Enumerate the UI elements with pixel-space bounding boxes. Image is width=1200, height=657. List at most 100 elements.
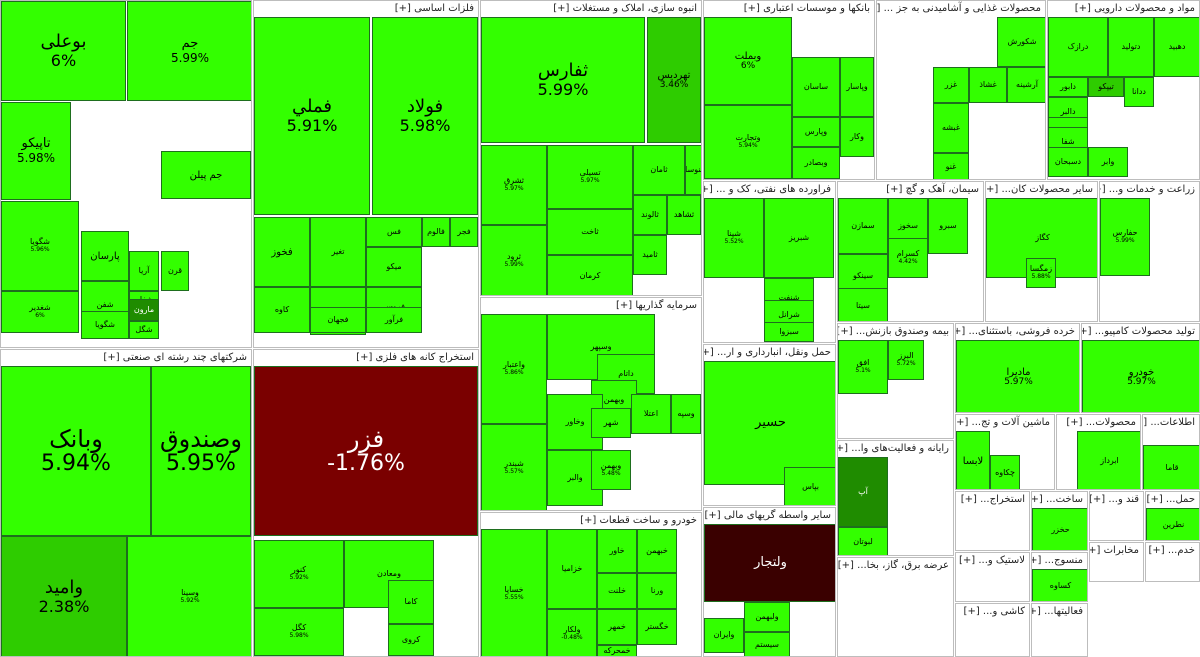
stock-tile[interactable]: ولکار -0.48% (547, 609, 597, 656)
stock-tile[interactable]: وتجارت 5.94% (704, 105, 792, 179)
stock-tile[interactable]: شگویا 5.96% (1, 201, 79, 291)
stock-tile[interactable]: ثشرق 5.97% (481, 145, 547, 225)
stock-tile[interactable]: غزر (933, 67, 969, 103)
stock-tile[interactable]: خاور (597, 529, 637, 573)
expand-button[interactable]: [+] (1066, 417, 1086, 428)
sector-header[interactable]: مخابرات [+] (1090, 543, 1143, 559)
sector-header[interactable]: قند و... [+] (1090, 492, 1143, 508)
stock-tile[interactable]: وایران (704, 618, 744, 653)
sector-header[interactable]: شرکتهای چند رشته ای صنعتی [+] (1, 350, 251, 366)
stock-tile[interactable]: فخوز (254, 217, 310, 287)
stock-tile[interactable]: وسینا 5.92% (127, 536, 251, 656)
expand-button[interactable]: [+] (704, 347, 714, 358)
stock-tile[interactable]: خلنت (597, 573, 637, 609)
stock-tile[interactable]: دتولید (1108, 17, 1154, 77)
expand-button[interactable]: [+] (1100, 184, 1106, 195)
stock-tile[interactable]: وامید 2.38% (1, 536, 127, 656)
stock-tile[interactable]: چکاوه (990, 455, 1020, 489)
expand-button[interactable]: [+] (838, 326, 856, 337)
stock-tile[interactable]: خمهر (597, 609, 637, 645)
stock-tile[interactable]: البرز 5.72% (888, 340, 924, 380)
stock-tile[interactable]: ددانا (1124, 77, 1154, 107)
stock-tile[interactable]: شبندر 5.57% (481, 424, 547, 510)
expand-button[interactable]: [+] (1090, 494, 1109, 505)
stock-tile[interactable]: سبزوا (764, 322, 814, 342)
stock-tile[interactable]: ولبهمن (744, 602, 790, 632)
stock-tile[interactable]: وبانک 5.94% (1, 366, 151, 536)
stock-tile[interactable]: فجهان (310, 307, 366, 333)
sector-header[interactable]: فراورده های نفتی، کک و ... [+] (704, 182, 835, 198)
stock-tile[interactable]: کساوه (1032, 569, 1087, 601)
stock-tile[interactable]: ساسان (792, 57, 840, 117)
stock-tile[interactable]: آریا (129, 251, 159, 291)
expand-button[interactable]: [+] (704, 510, 724, 521)
stock-tile[interactable]: دابور (1048, 77, 1088, 97)
sector-header[interactable]: مواد و محصولات دارویی [+] (1048, 1, 1199, 17)
stock-tile[interactable]: جم 5.99% (127, 1, 251, 101)
stock-tile[interactable]: ثاخت (547, 209, 633, 255)
stock-tile[interactable]: وکار (840, 117, 874, 157)
stock-tile[interactable]: کرمان (547, 255, 633, 295)
stock-tile[interactable]: ماديرا 5.97% (956, 340, 1079, 412)
stock-tile[interactable]: حخزر (1032, 508, 1087, 550)
stock-tile[interactable]: ثنوسا (685, 145, 701, 195)
stock-tile[interactable]: نطرین (1146, 508, 1199, 540)
stock-tile[interactable]: وبملت 6% (704, 17, 792, 105)
sector-header[interactable]: انبوه سازی، املاک و مستغلات [+] (481, 1, 701, 17)
stock-tile[interactable]: جم پیلن (161, 151, 251, 199)
stock-tile[interactable]: افق 5.1% (838, 340, 888, 394)
stock-tile[interactable]: خساپا 5.55% (481, 529, 547, 656)
sector-header[interactable]: خرده فروشی، باستثنای... [+] (956, 324, 1079, 340)
stock-tile[interactable]: خمحرکه (597, 645, 637, 656)
stock-tile[interactable]: درازک (1048, 17, 1108, 77)
expand-button[interactable]: [+] (986, 184, 999, 195)
stock-tile[interactable]: غنو (933, 153, 969, 179)
expand-button[interactable]: [+] (394, 3, 415, 14)
stock-tile[interactable]: فرآور (366, 307, 422, 333)
stock-tile[interactable]: خزامیا (547, 529, 597, 609)
stock-tile[interactable]: کروی (388, 624, 434, 656)
stock-tile[interactable]: لابسا (956, 431, 990, 489)
expand-button[interactable]: [+] (963, 606, 983, 617)
stock-tile[interactable]: حسیر (704, 361, 835, 485)
sector-header[interactable]: سایر واسطه گریهای مالی [+] (704, 508, 835, 524)
expand-button[interactable]: [+] (1143, 417, 1148, 428)
sector-header[interactable]: حمل... [+] (1146, 492, 1199, 508)
stock-tile[interactable]: ثامان (633, 145, 685, 195)
stock-tile[interactable]: تغیر (310, 217, 366, 287)
sector-header[interactable]: سایر محصولات کان... [+] (986, 182, 1097, 198)
expand-button[interactable]: [+] (1032, 606, 1041, 617)
stock-tile[interactable]: ورنا (637, 573, 677, 609)
expand-button[interactable]: [+] (1074, 3, 1095, 14)
sector-header[interactable]: فعالیتها... [+] (1032, 604, 1087, 620)
stock-tile[interactable]: مارون (129, 299, 159, 321)
expand-button[interactable]: [+] (1032, 555, 1042, 566)
stock-tile[interactable]: آرشینه (1007, 67, 1045, 103)
stock-tile[interactable]: وپاسار (840, 57, 874, 117)
stock-tile[interactable]: دهبید (1154, 17, 1199, 77)
stock-tile[interactable]: آپ (838, 457, 888, 527)
stock-tile[interactable]: ابرداز (1077, 431, 1140, 489)
stock-tile[interactable]: سیتا (838, 288, 888, 321)
expand-button[interactable]: [+] (704, 184, 713, 195)
stock-tile[interactable]: کگل 5.98% (254, 608, 344, 656)
stock-tile[interactable]: کسرام 4.42% (888, 238, 928, 278)
expand-button[interactable]: [+] (1148, 545, 1168, 556)
sector-header[interactable]: استخراج کانه های فلزی [+] (254, 350, 478, 366)
stock-tile[interactable]: غبشه (933, 103, 969, 153)
expand-button[interactable]: [+] (838, 443, 849, 454)
stock-tile[interactable]: ثالوند (633, 195, 667, 235)
sector-header[interactable]: زراعت و خدمات و... [+] (1100, 182, 1199, 198)
expand-button[interactable]: [+] (615, 300, 636, 311)
stock-tile[interactable]: ثفارس 5.99% (481, 17, 645, 143)
sector-header[interactable]: منسوج... [+] (1032, 553, 1087, 569)
stock-tile[interactable]: فالوم (422, 217, 450, 247)
expand-button[interactable]: [+] (838, 560, 858, 571)
stock-tile[interactable]: خبهمن (637, 529, 677, 573)
sector-header[interactable]: بیمه وصندوق بازنش... [+] (838, 324, 953, 340)
expand-button[interactable]: [+] (103, 352, 123, 363)
stock-tile[interactable]: غشاذ (969, 67, 1007, 103)
sector-header[interactable]: خودرو و ساخت قطعات [+] (481, 513, 701, 529)
sector-header[interactable]: سیمان، آهک و گچ [+] (838, 182, 983, 198)
sector-header[interactable]: بانکها و موسسات اعتباری [+] (704, 1, 874, 17)
